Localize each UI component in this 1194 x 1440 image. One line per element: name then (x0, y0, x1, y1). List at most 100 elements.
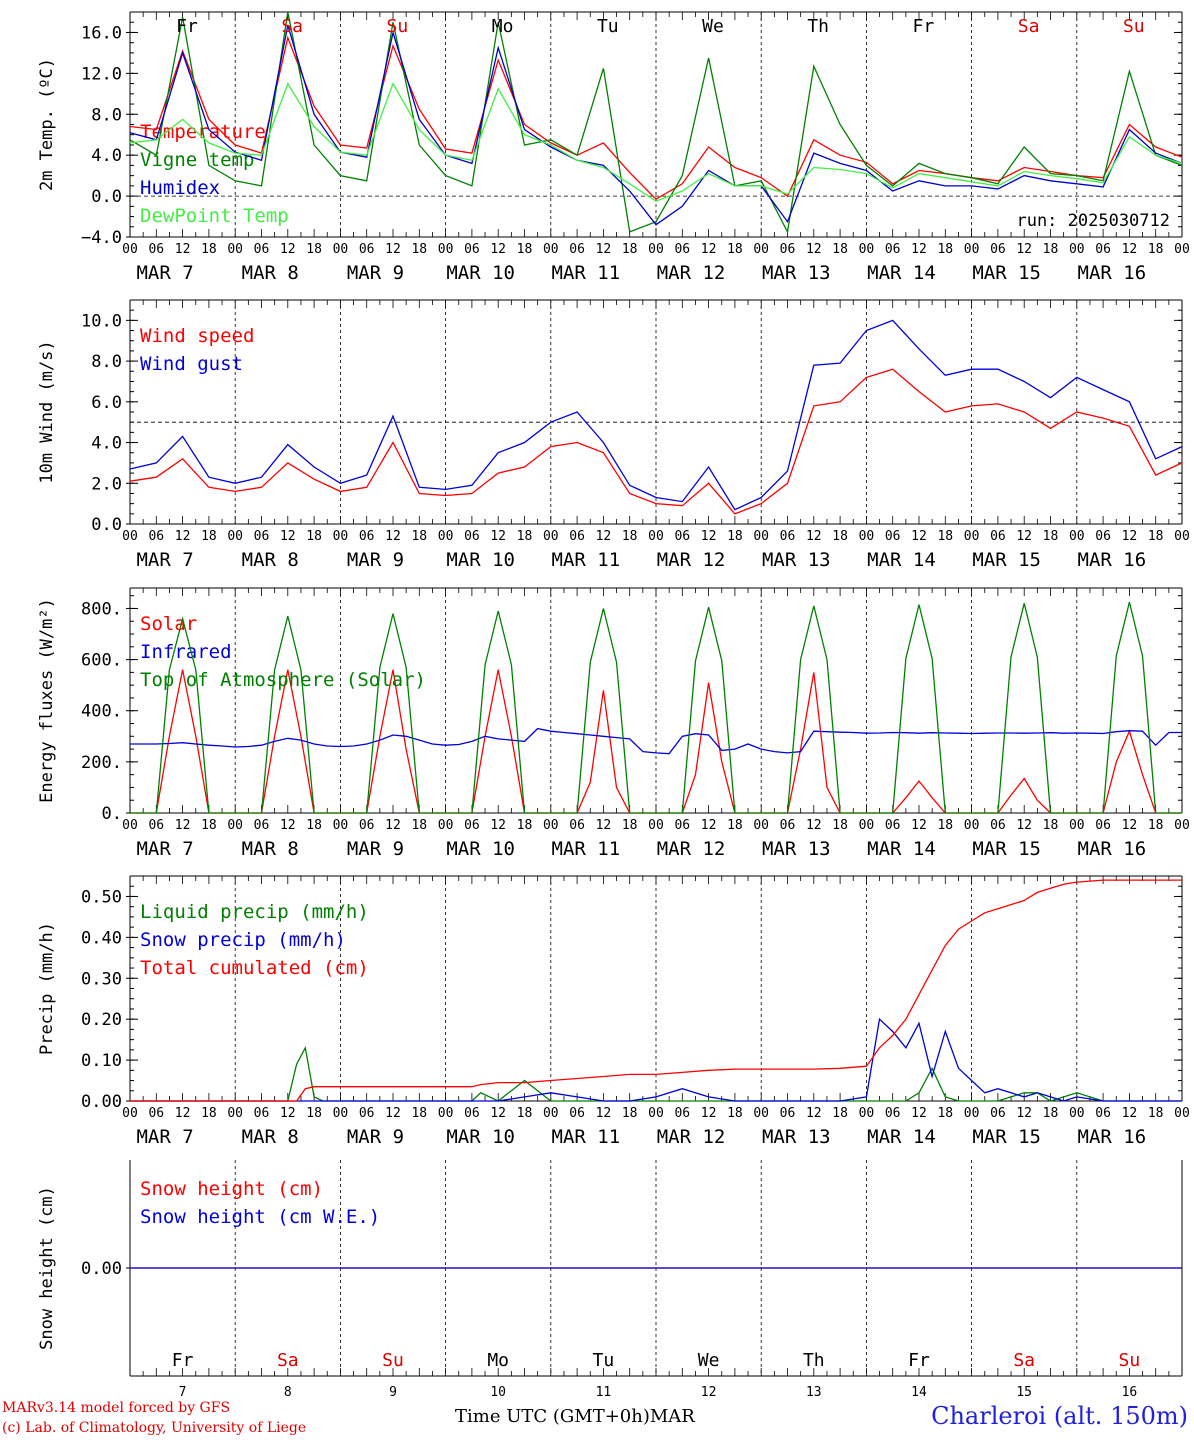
hour-tick-label: 06 (148, 529, 164, 544)
time-axis-label: Time UTC (GMT+0h)MAR (455, 1406, 695, 1427)
model-credit: MARv3.14 model forced by GFS (2, 1400, 231, 1416)
legend-entry: Snow precip (mm/h) (140, 929, 346, 951)
hour-tick-label: 06 (569, 529, 585, 544)
day-number: 14 (911, 1385, 927, 1400)
hour-tick-label: 18 (411, 818, 427, 833)
series-line-snow-precip-mm-h- (130, 1017, 1182, 1102)
hour-tick-label: 00 (964, 1106, 980, 1121)
date-label: MAR 11 (552, 262, 621, 284)
hour-tick-label: 12 (490, 1106, 506, 1121)
hour-tick-label: 06 (359, 1106, 375, 1121)
day-number: 9 (389, 1385, 397, 1400)
hour-tick-label: 00 (753, 529, 769, 544)
series-line-infrared (130, 727, 1182, 755)
date-label: MAR 15 (972, 1126, 1041, 1148)
hour-tick-label: 18 (622, 818, 638, 833)
day-name: We (698, 1350, 720, 1371)
hour-tick-label: 12 (175, 1106, 191, 1121)
day-name: Sa (1018, 16, 1040, 37)
hour-tick-label: 12 (175, 242, 191, 257)
hour-tick-label: 06 (1095, 242, 1111, 257)
hour-tick-label: 12 (911, 1106, 927, 1121)
hour-tick-label: 18 (1148, 1106, 1164, 1121)
hour-tick-label: 18 (622, 529, 638, 544)
hour-tick-label: 12 (385, 529, 401, 544)
hour-tick-label: 00 (648, 242, 664, 257)
hour-tick-label: 18 (937, 1106, 953, 1121)
day-name: Su (382, 1350, 404, 1371)
hour-tick-label: 12 (385, 1106, 401, 1121)
day-number: 15 (1016, 1385, 1032, 1400)
y-tick-label: 4.0 (91, 434, 122, 454)
hour-tick-label: 12 (911, 529, 927, 544)
y-axis-label: Energy fluxes (W/m²) (37, 598, 57, 803)
hour-tick-label: 12 (1016, 818, 1032, 833)
y-tick-label: 2.0 (91, 474, 122, 494)
day-number: 11 (596, 1385, 612, 1400)
hour-tick-label: 00 (543, 1106, 559, 1121)
hour-tick-label: 06 (1095, 818, 1111, 833)
day-number: 12 (701, 1385, 717, 1400)
run-annotation: run: 2025030712 (1016, 211, 1170, 231)
date-label: MAR 12 (657, 262, 726, 284)
hour-tick-label: 18 (832, 242, 848, 257)
month-label: MAR (649, 1406, 695, 1427)
day-name: Tu (597, 16, 619, 37)
date-label: MAR 11 (552, 1126, 621, 1148)
day-number: 10 (490, 1385, 506, 1400)
hour-tick-label: 18 (306, 529, 322, 544)
series-line-top-of-atmosphere-solar- (130, 601, 1182, 814)
hour-tick-label: 18 (306, 242, 322, 257)
hour-tick-label: 00 (227, 818, 243, 833)
day-name: Mo (492, 16, 514, 37)
hour-tick-label: 12 (385, 242, 401, 257)
hour-tick-label: 18 (727, 818, 743, 833)
y-tick-label: 6.0 (91, 393, 122, 413)
day-name: Fr (172, 1350, 194, 1371)
hour-tick-label: 06 (464, 242, 480, 257)
hour-tick-label: 06 (359, 818, 375, 833)
legend-entry: Wind speed (140, 325, 254, 347)
y-tick-label: 0.0 (91, 187, 122, 207)
hour-tick-label: 00 (859, 1106, 875, 1121)
hour-tick-label: 18 (937, 242, 953, 257)
series-line-dewpoint-temp (129, 82, 1183, 202)
hour-tick-label: 18 (1043, 242, 1059, 257)
hour-tick-label: 18 (832, 529, 848, 544)
hour-tick-label: 18 (517, 529, 533, 544)
date-label: MAR 7 (136, 838, 193, 860)
y-tick-label: 400. (81, 702, 122, 722)
hour-tick-label: 00 (333, 529, 349, 544)
day-name: Su (1119, 1350, 1141, 1371)
legend-entry: DewPoint Temp (140, 205, 289, 227)
hour-tick-label: 00 (1174, 242, 1190, 257)
hour-tick-label: 18 (411, 1106, 427, 1121)
hour-tick-label: 00 (1069, 818, 1085, 833)
date-label: MAR 16 (1078, 838, 1147, 860)
hour-tick-label: 06 (780, 1106, 796, 1121)
y-tick-label: 4.0 (91, 146, 122, 166)
day-number: 13 (806, 1385, 822, 1400)
hour-tick-label: 06 (254, 242, 270, 257)
date-label: MAR 16 (1078, 549, 1147, 571)
hour-tick-label: 12 (806, 818, 822, 833)
hour-tick-label: 00 (333, 242, 349, 257)
hour-tick-label: 06 (674, 242, 690, 257)
date-label: MAR 10 (446, 1126, 515, 1148)
hour-tick-label: 00 (438, 1106, 454, 1121)
hour-tick-label: 00 (122, 1106, 138, 1121)
hour-tick-label: 06 (464, 818, 480, 833)
hour-tick-label: 00 (543, 242, 559, 257)
y-tick-label: 0.40 (81, 928, 122, 948)
date-label: MAR 9 (347, 838, 404, 860)
series-line-vigne-temp (129, 11, 1183, 234)
y-tick-label: 0.00 (81, 1092, 122, 1112)
date-label: MAR 8 (242, 262, 299, 284)
hour-tick-label: 12 (280, 242, 296, 257)
day-name: Fr (908, 1350, 930, 1371)
hour-tick-label: 00 (964, 242, 980, 257)
y-tick-label: 12.0 (81, 64, 122, 84)
hour-tick-label: 06 (990, 529, 1006, 544)
legend-entry: Snow height (cm) (140, 1178, 323, 1200)
hour-tick-label: 18 (937, 529, 953, 544)
